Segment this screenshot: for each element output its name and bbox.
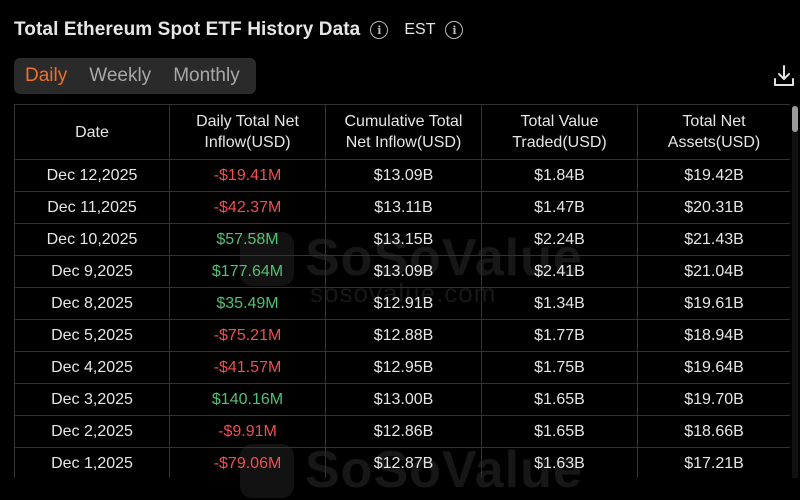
table-row: Dec 10,2025 $57.58M $13.15B $2.24B $21.4…: [14, 223, 790, 256]
cell-cumulative-net-inflow: $13.09B: [325, 159, 482, 192]
tab-weekly[interactable]: Weekly: [89, 65, 152, 86]
download-icon[interactable]: [772, 64, 796, 88]
cell-total-value-traded: $1.65B: [481, 415, 638, 448]
cell-daily-net-inflow: -$9.91M: [169, 415, 326, 448]
cell-cumulative-net-inflow: $13.15B: [325, 223, 482, 256]
table-scrollbar[interactable]: [792, 106, 798, 478]
cell-daily-net-inflow: $35.49M: [169, 287, 326, 320]
cell-total-net-assets: $19.70B: [637, 383, 790, 416]
cell-date: Dec 5,2025: [14, 319, 170, 352]
column-header-date[interactable]: Date: [14, 104, 170, 160]
cell-total-net-assets: $19.64B: [637, 351, 790, 384]
cell-daily-net-inflow: -$42.37M: [169, 191, 326, 224]
cell-daily-net-inflow: $140.16M: [169, 383, 326, 416]
history-table-container[interactable]: Date Daily Total Net Inflow(USD) Cumulat…: [14, 104, 790, 478]
cell-date: Dec 12,2025: [14, 159, 170, 192]
cell-date: Dec 4,2025: [14, 351, 170, 384]
timezone-label: EST: [404, 21, 436, 38]
table-row: Dec 9,2025 $177.64M $13.09B $2.41B $21.0…: [14, 255, 790, 288]
cell-date: Dec 8,2025: [14, 287, 170, 320]
cell-total-net-assets: $21.04B: [637, 255, 790, 288]
page-title: Total Ethereum Spot ETF History Data: [14, 19, 361, 40]
column-header-cumulative-net-inflow[interactable]: Cumulative Total Net Inflow(USD): [325, 104, 482, 160]
cell-cumulative-net-inflow: $12.87B: [325, 447, 482, 478]
cell-total-net-assets: $19.42B: [637, 159, 790, 192]
cell-date: Dec 1,2025: [14, 447, 170, 478]
table-header-row: Date Daily Total Net Inflow(USD) Cumulat…: [14, 104, 790, 160]
timezone-info-icon[interactable]: i: [445, 21, 464, 39]
table-row: Dec 2,2025 -$9.91M $12.86B $1.65B $18.66…: [14, 415, 790, 448]
cell-total-net-assets: $18.94B: [637, 319, 790, 352]
cell-daily-net-inflow: -$41.57M: [169, 351, 326, 384]
cell-total-value-traded: $2.41B: [481, 255, 638, 288]
cell-date: Dec 3,2025: [14, 383, 170, 416]
cell-cumulative-net-inflow: $12.91B: [325, 287, 482, 320]
table-scrollbar-thumb[interactable]: [792, 106, 798, 132]
cell-total-net-assets: $20.31B: [637, 191, 790, 224]
table-row: Dec 1,2025 -$79.06M $12.87B $1.63B $17.2…: [14, 447, 790, 478]
cell-daily-net-inflow: -$75.21M: [169, 319, 326, 352]
history-table: Date Daily Total Net Inflow(USD) Cumulat…: [14, 104, 790, 478]
cell-daily-net-inflow: $57.58M: [169, 223, 326, 256]
cell-total-net-assets: $18.66B: [637, 415, 790, 448]
period-tabs: Daily Weekly Monthly: [14, 58, 256, 94]
cell-total-value-traded: $1.77B: [481, 319, 638, 352]
cell-daily-net-inflow: -$79.06M: [169, 447, 326, 478]
tab-daily[interactable]: Daily: [25, 65, 68, 86]
cell-cumulative-net-inflow: $12.95B: [325, 351, 482, 384]
cell-cumulative-net-inflow: $12.88B: [325, 319, 482, 352]
table-row: Dec 3,2025 $140.16M $13.00B $1.65B $19.7…: [14, 383, 790, 416]
tab-monthly[interactable]: Monthly: [173, 65, 240, 86]
table-row: Dec 8,2025 $35.49M $12.91B $1.34B $19.61…: [14, 287, 790, 320]
cell-date: Dec 2,2025: [14, 415, 170, 448]
cell-date: Dec 9,2025: [14, 255, 170, 288]
column-header-daily-net-inflow[interactable]: Daily Total Net Inflow(USD): [169, 104, 326, 160]
cell-daily-net-inflow: $177.64M: [169, 255, 326, 288]
cell-total-net-assets: $21.43B: [637, 223, 790, 256]
cell-date: Dec 10,2025: [14, 223, 170, 256]
cell-total-value-traded: $1.84B: [481, 159, 638, 192]
table-row: Dec 5,2025 -$75.21M $12.88B $1.77B $18.9…: [14, 319, 790, 352]
cell-date: Dec 11,2025: [14, 191, 170, 224]
cell-total-net-assets: $17.21B: [637, 447, 790, 478]
cell-total-value-traded: $1.65B: [481, 383, 638, 416]
column-header-total-value-traded[interactable]: Total Value Traded(USD): [481, 104, 638, 160]
cell-cumulative-net-inflow: $12.86B: [325, 415, 482, 448]
table-row: Dec 4,2025 -$41.57M $12.95B $1.75B $19.6…: [14, 351, 790, 384]
cell-total-value-traded: $2.24B: [481, 223, 638, 256]
cell-cumulative-net-inflow: $13.11B: [325, 191, 482, 224]
column-header-total-net-assets[interactable]: Total Net Assets(USD): [637, 104, 790, 160]
cell-total-value-traded: $1.47B: [481, 191, 638, 224]
cell-total-value-traded: $1.63B: [481, 447, 638, 478]
cell-cumulative-net-inflow: $13.09B: [325, 255, 482, 288]
info-icon[interactable]: i: [370, 21, 389, 39]
cell-total-value-traded: $1.34B: [481, 287, 638, 320]
cell-daily-net-inflow: -$19.41M: [169, 159, 326, 192]
cell-cumulative-net-inflow: $13.00B: [325, 383, 482, 416]
cell-total-net-assets: $19.61B: [637, 287, 790, 320]
table-row: Dec 11,2025 -$42.37M $13.11B $1.47B $20.…: [14, 191, 790, 224]
cell-total-value-traded: $1.75B: [481, 351, 638, 384]
table-row: Dec 12,2025 -$19.41M $13.09B $1.84B $19.…: [14, 159, 790, 192]
page-header: Total Ethereum Spot ETF History Data i E…: [14, 16, 464, 44]
